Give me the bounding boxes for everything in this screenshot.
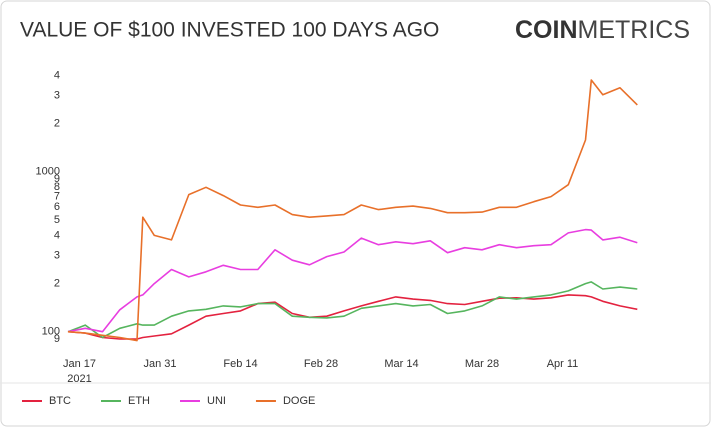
legend-label: DOGE xyxy=(283,395,315,407)
y-tick-label: 3 xyxy=(54,89,60,101)
y-tick-label: 5 xyxy=(54,214,60,226)
y-tick-label: 6 xyxy=(54,201,60,213)
x-tick-label: Feb 28 xyxy=(304,358,338,370)
y-tick-label: 4 xyxy=(54,69,60,81)
series-line xyxy=(67,294,638,340)
y-tick-label: 4 xyxy=(54,229,60,241)
y-tick-label: 9 xyxy=(54,333,60,345)
y-tick-label: 9 xyxy=(54,173,60,185)
series-line xyxy=(67,228,638,333)
series-line xyxy=(67,281,638,339)
legend-label: UNI xyxy=(207,395,226,407)
legend-label: ETH xyxy=(128,395,150,407)
y-tick-label: 2 xyxy=(54,277,60,289)
y-tick-label: 7 xyxy=(54,190,60,202)
series-line xyxy=(67,79,638,342)
legend-label: BTC xyxy=(49,395,71,407)
chart-title: VALUE OF $100 INVESTED 100 DAYS AGO xyxy=(20,19,439,42)
y-tick-label: 2 xyxy=(54,118,60,130)
x-tick-label: Mar 14 xyxy=(384,358,418,370)
x-tick-year: 2021 xyxy=(67,373,91,385)
y-tick-label: 8 xyxy=(54,181,60,193)
x-tick-label: Jan 31 xyxy=(143,358,176,370)
logo-light: METRICS xyxy=(578,16,691,44)
x-tick-label: Feb 14 xyxy=(223,358,257,370)
logo: COINMETRICS xyxy=(515,16,690,44)
y-tick-label: 100 xyxy=(42,326,60,338)
y-tick-label: 1000 xyxy=(36,166,60,178)
x-tick-label: Mar 28 xyxy=(465,358,499,370)
y-tick-label: 3 xyxy=(54,249,60,261)
x-tick-label: Jan 17 xyxy=(63,358,96,370)
logo-bold: COIN xyxy=(515,16,578,44)
x-tick-label: Apr 11 xyxy=(547,358,579,370)
